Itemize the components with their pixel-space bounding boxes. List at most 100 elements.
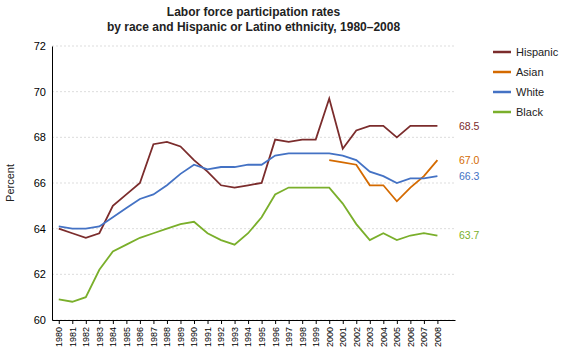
- x-tick-label: 1998: [298, 327, 308, 347]
- x-tick-label: 2004: [379, 327, 389, 347]
- x-tick-mark: [113, 320, 114, 324]
- x-tick-label: 1996: [271, 327, 281, 347]
- x-tick-label: 1989: [176, 327, 186, 347]
- plot-area: [59, 99, 438, 302]
- x-tick: 2002: [352, 320, 362, 347]
- x-tick-mark: [59, 320, 60, 324]
- x-tick-label: 1994: [243, 327, 253, 347]
- legend-swatch: [493, 91, 511, 94]
- x-tick: 1993: [230, 320, 240, 347]
- y-tick: 64: [34, 223, 52, 235]
- x-tick-mark: [235, 320, 236, 324]
- x-tick-label: 2002: [352, 327, 362, 347]
- legend-item: Hispanic: [493, 46, 559, 58]
- y-tick: 68: [34, 131, 52, 143]
- x-tick: 1980: [54, 320, 64, 347]
- y-tick-label: 66: [34, 177, 46, 189]
- x-tick: 1994: [243, 320, 253, 347]
- x-tick-label: 1988: [162, 327, 172, 347]
- y-tick-label: 60: [34, 314, 46, 326]
- chart: Labor force participation ratesby race a…: [0, 0, 580, 360]
- y-axis: 60 62 64 66 68 70 72: [34, 40, 53, 326]
- grid-line: [52, 274, 455, 275]
- grid-line: [52, 91, 455, 92]
- x-tick-label: 1990: [189, 327, 199, 347]
- x-tick: 2001: [338, 320, 348, 347]
- x-tick-label: 1991: [203, 327, 213, 347]
- x-tick-label: 1999: [311, 327, 321, 347]
- x-tick-mark: [167, 320, 168, 324]
- x-tick: 1988: [162, 320, 172, 347]
- x-tick: 1981: [68, 320, 78, 347]
- legend-label: Black: [516, 106, 543, 118]
- x-tick-mark: [126, 320, 127, 324]
- legend-item: Black: [493, 106, 543, 118]
- x-tick: 1984: [108, 320, 118, 347]
- x-tick-label: 1993: [230, 327, 240, 347]
- legend: Hispanic Asian White Black: [493, 46, 559, 118]
- y-tick: 70: [34, 86, 52, 98]
- grid: [52, 46, 455, 320]
- grid-line: [52, 137, 455, 138]
- x-tick: 1997: [284, 320, 294, 347]
- x-tick-mark: [316, 320, 317, 324]
- x-tick-label: 1987: [149, 327, 159, 347]
- x-tick-label: 1992: [216, 327, 226, 347]
- x-tick-mark: [424, 320, 425, 324]
- y-tick: 62: [34, 268, 52, 280]
- x-tick: 1992: [216, 320, 226, 347]
- legend-swatch: [493, 71, 511, 74]
- x-tick-label: 1985: [122, 327, 132, 347]
- x-tick-label: 2008: [433, 327, 443, 347]
- x-tick-mark: [329, 320, 330, 324]
- x-tick-mark: [99, 320, 100, 324]
- end-label: 67.0: [459, 154, 480, 166]
- y-axis-title: Percent: [4, 164, 16, 202]
- y-tick-label: 62: [34, 268, 46, 280]
- x-tick: 1989: [176, 320, 186, 347]
- x-tick-mark: [289, 320, 290, 324]
- x-tick-mark: [262, 320, 263, 324]
- series-line: [329, 160, 437, 201]
- legend-item: White: [493, 86, 544, 98]
- legend-label: Asian: [516, 66, 544, 78]
- x-tick: 1985: [122, 320, 132, 347]
- title-line: Labor force participation rates: [167, 5, 341, 19]
- grid-line: [52, 320, 455, 321]
- x-tick-label: 1986: [135, 327, 145, 347]
- end-label: 66.3: [459, 170, 480, 182]
- x-tick-label: 1995: [257, 327, 267, 347]
- legend-swatch: [493, 51, 511, 54]
- x-tick-label: 1983: [95, 327, 105, 347]
- y-tick-label: 64: [34, 223, 46, 235]
- y-axis-line: [52, 47, 53, 321]
- x-tick-mark: [140, 320, 141, 324]
- series-line: [59, 188, 438, 302]
- x-tick: 1982: [81, 320, 91, 347]
- y-tick: 66: [34, 177, 52, 189]
- x-tick-label: 2005: [392, 327, 402, 347]
- x-tick-label: 2007: [419, 327, 429, 347]
- title: Labor force participation ratesby race a…: [107, 5, 401, 34]
- x-axis: 1980 19811982 19831984 19851986 19871988 1989…: [53, 320, 456, 347]
- x-tick: 1995: [257, 320, 267, 347]
- x-tick-mark: [153, 320, 154, 324]
- x-tick-label: 1997: [284, 327, 294, 347]
- x-tick-mark: [72, 320, 73, 324]
- x-tick-mark: [397, 320, 398, 324]
- x-tick-label: 1981: [68, 327, 78, 347]
- x-tick-mark: [208, 320, 209, 324]
- x-tick: 1990: [189, 320, 199, 347]
- y-tick-label: 72: [34, 40, 46, 52]
- legend-item: Asian: [493, 66, 544, 78]
- x-tick-label: 1984: [108, 327, 118, 347]
- x-tick-mark: [180, 320, 181, 324]
- x-tick: 2000: [325, 320, 335, 347]
- x-tick: 2003: [365, 320, 375, 347]
- x-tick-mark: [437, 320, 438, 324]
- x-tick-mark: [194, 320, 195, 324]
- x-tick-label: 2001: [338, 327, 348, 347]
- x-tick: 1999: [311, 320, 321, 347]
- x-tick: 2007: [419, 320, 429, 347]
- x-tick: 1998: [298, 320, 308, 347]
